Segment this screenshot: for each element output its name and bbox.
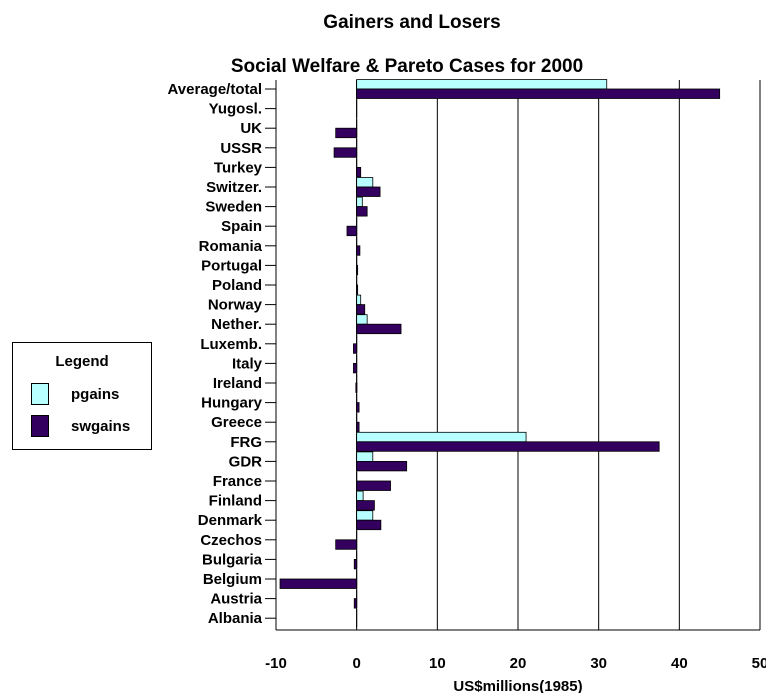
- category-label: UK: [240, 120, 262, 137]
- category-label: Greece: [211, 414, 262, 431]
- x-tick-label: 0: [352, 655, 360, 672]
- category-label: Czechos: [200, 532, 262, 549]
- bar-swgains: [353, 598, 358, 609]
- bar-swgains: [356, 460, 408, 472]
- bar-swgains: [353, 559, 358, 570]
- bar-swgains: [356, 245, 361, 256]
- category-label: Yugosl.: [209, 101, 262, 118]
- legend: Legend pgains swgains: [12, 342, 152, 450]
- category-label: Denmark: [198, 512, 263, 529]
- category-label: Belgium: [203, 571, 262, 588]
- x-tick-label: -10: [265, 655, 287, 672]
- category-label: Nether.: [211, 316, 262, 333]
- x-tick-label: 20: [510, 655, 527, 672]
- bar-pgains: [356, 510, 374, 521]
- category-label: Turkey: [214, 159, 263, 176]
- bar-swgains: [279, 578, 358, 589]
- bar-pgains: [356, 196, 363, 208]
- category-label: Norway: [208, 297, 263, 314]
- bar-pgains: [356, 314, 368, 325]
- category-label: Switzer.: [206, 179, 262, 196]
- category-label: GDR: [229, 453, 263, 470]
- bar-pgains: [356, 490, 364, 502]
- bar-swgains: [356, 500, 375, 511]
- bar-swgains: [356, 441, 660, 452]
- x-tick-label: 40: [671, 655, 688, 672]
- legend-label-swgains: swgains: [71, 418, 131, 435]
- category-label: FRG: [230, 434, 262, 451]
- category-label: Poland: [212, 277, 262, 294]
- bar-swgains: [335, 539, 358, 550]
- x-tick-label: 10: [429, 655, 446, 672]
- bar-swgains: [356, 206, 368, 217]
- category-label: Albania: [208, 610, 263, 627]
- bar-swgains: [356, 284, 359, 295]
- bar-swgains: [353, 343, 358, 354]
- bar-swgains: [356, 421, 360, 433]
- legend-swatch-swgains: [31, 415, 49, 437]
- bar-swgains: [346, 225, 358, 237]
- category-label: Finland: [209, 493, 262, 510]
- bar-swgains: [333, 147, 358, 158]
- x-tick-label: 30: [590, 655, 607, 672]
- legend-label-pgains: pgains: [71, 386, 120, 403]
- category-labels: Average/total Yugosl. UK USSR Turkey Switzer.…: [168, 81, 276, 627]
- chart-title: Gainers and Losers: [323, 12, 500, 33]
- bar-swgains: [356, 519, 382, 531]
- category-label: Bulgaria: [202, 551, 263, 568]
- bar-swgains: [355, 382, 358, 393]
- bar-swgains: [356, 304, 366, 315]
- category-label: Sweden: [205, 199, 262, 216]
- bar-swgains: [356, 88, 721, 99]
- category-label: Romania: [199, 238, 263, 255]
- category-label: France: [213, 473, 262, 490]
- category-label: Ireland: [213, 375, 262, 392]
- category-label: Italy: [232, 355, 263, 372]
- bar-swgains: [356, 402, 360, 413]
- bar-series: [279, 79, 721, 628]
- category-label: USSR: [220, 140, 262, 157]
- category-label: Spain: [221, 218, 262, 235]
- bar-swgains: [356, 480, 391, 491]
- bar-swgains: [356, 264, 359, 276]
- x-tick-label: 50: [752, 655, 766, 672]
- bar-swgains: [356, 186, 381, 197]
- x-axis-label: US$millions(1985): [453, 678, 582, 693]
- category-label: Hungary: [201, 395, 263, 412]
- bar-swgains: [356, 166, 362, 178]
- legend-swatch-pgains: [31, 383, 49, 405]
- category-label: Average/total: [168, 81, 262, 98]
- bar-pgains: [356, 294, 362, 306]
- category-label: Luxemb.: [200, 336, 262, 353]
- category-label: Austria: [210, 591, 262, 608]
- bar-swgains: [335, 127, 358, 139]
- category-label: Portugal: [201, 257, 262, 274]
- bar-swgains: [356, 323, 402, 335]
- bar-pgains: [356, 431, 527, 443]
- x-tick-labels: -10 0 10 20 30 40 50: [265, 655, 766, 672]
- bar-pgains: [356, 79, 608, 90]
- bar-pgains: [356, 451, 374, 462]
- chart-subtitle: Social Welfare & Pareto Cases for 2000: [231, 56, 583, 77]
- legend-title: Legend: [55, 353, 109, 370]
- bar-pgains: [356, 177, 374, 188]
- bar-swgains: [353, 362, 358, 374]
